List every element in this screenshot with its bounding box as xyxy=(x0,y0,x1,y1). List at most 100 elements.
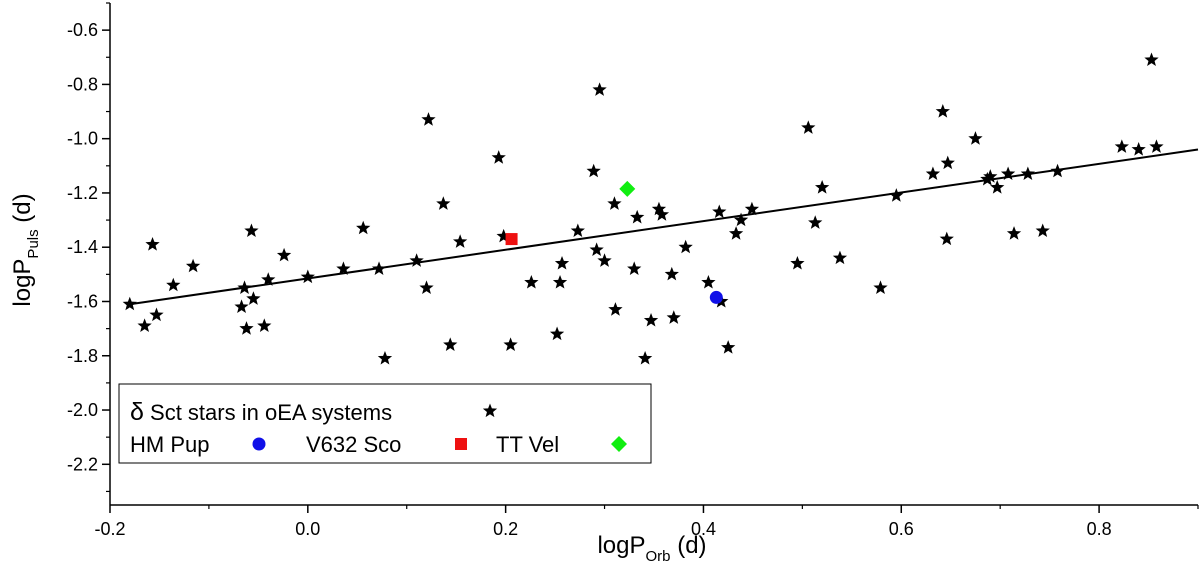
y-tick-label: -1.4 xyxy=(67,237,98,257)
star-point xyxy=(597,253,612,267)
y-tick-label: -2.2 xyxy=(67,454,98,474)
legend-square-marker xyxy=(455,438,467,450)
star-point xyxy=(808,215,823,229)
star-point xyxy=(801,120,816,134)
star-point xyxy=(237,280,252,294)
star-point xyxy=(873,280,888,294)
x-ticks: -0.2 0.0 0.2 0.4 0.6 0.8 xyxy=(94,505,1199,539)
star-point xyxy=(666,310,681,324)
star-point xyxy=(712,204,727,219)
star-point xyxy=(371,261,387,275)
star-point xyxy=(145,237,160,251)
star-point xyxy=(643,312,659,327)
star-point xyxy=(356,220,371,235)
v632-sco-point xyxy=(505,233,518,246)
star-point xyxy=(336,261,351,275)
star-point xyxy=(436,196,451,210)
star-point xyxy=(939,231,954,246)
y-tick-label: -2.0 xyxy=(67,400,98,420)
legend: δ Sct stars in oEA systems HM Pup V632 S… xyxy=(118,383,652,464)
star-point xyxy=(1006,226,1022,240)
legend-label-oea: δ Sct stars in oEA systems xyxy=(130,398,392,426)
star-point xyxy=(592,82,607,96)
y-tick-label: -0.8 xyxy=(67,74,98,94)
star-point xyxy=(524,274,539,289)
star-point xyxy=(1000,166,1016,181)
legend-label-tt-vel: TT Vel xyxy=(496,432,559,457)
y-tick-label: -0.6 xyxy=(67,20,98,40)
legend-square-shape xyxy=(455,438,467,450)
star-point xyxy=(728,226,744,240)
legend-diamond-marker xyxy=(611,436,627,452)
star-point xyxy=(940,155,955,170)
star-point xyxy=(925,166,941,181)
star-point xyxy=(453,234,468,248)
fit-line-layer xyxy=(129,148,1199,306)
star-point xyxy=(721,340,736,354)
legend-label-v632-sco: V632 Sco xyxy=(306,432,401,457)
star-point xyxy=(654,207,670,221)
tt-vel-point xyxy=(619,180,636,197)
star-point xyxy=(234,299,249,313)
star-point xyxy=(554,256,570,270)
y-tick-label: -1.0 xyxy=(67,129,98,149)
star-point xyxy=(246,291,261,305)
x-tick-label: 0.8 xyxy=(1087,519,1112,539)
star-point xyxy=(1020,166,1036,181)
star-point xyxy=(651,201,667,216)
legend-label-hm-pup: HM Pup xyxy=(130,432,209,457)
x-tick-label: 0.4 xyxy=(691,519,716,539)
star-point xyxy=(637,350,653,365)
star-point xyxy=(549,326,565,341)
data-markers xyxy=(122,52,1164,365)
linear-fit-line xyxy=(129,148,1199,306)
star-point xyxy=(552,274,568,289)
legend-circle-marker xyxy=(252,437,266,451)
y-axis-title: logPPuls (d) xyxy=(9,193,42,306)
star-point xyxy=(257,318,272,332)
star-point xyxy=(664,266,679,281)
y-tick-label: -1.8 xyxy=(67,346,98,366)
star-point xyxy=(744,201,760,216)
star-point xyxy=(1114,139,1129,153)
star-point xyxy=(790,256,805,270)
star-point xyxy=(935,104,950,118)
star-point xyxy=(589,242,604,256)
star-point xyxy=(990,180,1005,194)
star-point xyxy=(832,250,848,265)
star-point xyxy=(1131,142,1146,156)
star-point xyxy=(1050,163,1065,178)
star-point xyxy=(570,223,585,237)
star-point xyxy=(678,239,693,254)
star-point xyxy=(377,350,393,365)
star-point xyxy=(586,163,601,178)
star-point xyxy=(815,180,830,194)
star-point xyxy=(409,253,424,267)
x-axis-title: logPOrb (d) xyxy=(597,532,706,565)
star-point xyxy=(419,280,434,294)
star-point xyxy=(137,318,152,332)
star-point xyxy=(503,337,518,351)
star-point xyxy=(443,337,458,351)
star-point xyxy=(244,223,259,237)
star-point xyxy=(261,272,276,286)
star-point xyxy=(149,307,164,322)
x-tick-label: 0.0 xyxy=(295,519,320,539)
y-tick-label: -1.2 xyxy=(67,183,98,203)
star-point xyxy=(421,112,436,126)
x-tick-label: 0.6 xyxy=(889,519,914,539)
star-point xyxy=(968,131,983,145)
star-point xyxy=(608,302,623,316)
star-point xyxy=(491,150,506,164)
star-point xyxy=(627,261,642,275)
hm-pup-point xyxy=(709,290,723,304)
star-point xyxy=(1035,223,1050,237)
star-point xyxy=(185,258,201,273)
x-tick-label: -0.2 xyxy=(94,519,125,539)
legend-star-marker xyxy=(482,403,498,418)
star-point xyxy=(276,247,292,262)
legend-diamond-shape xyxy=(611,436,627,452)
star-point xyxy=(300,269,315,284)
star-point xyxy=(630,209,645,224)
